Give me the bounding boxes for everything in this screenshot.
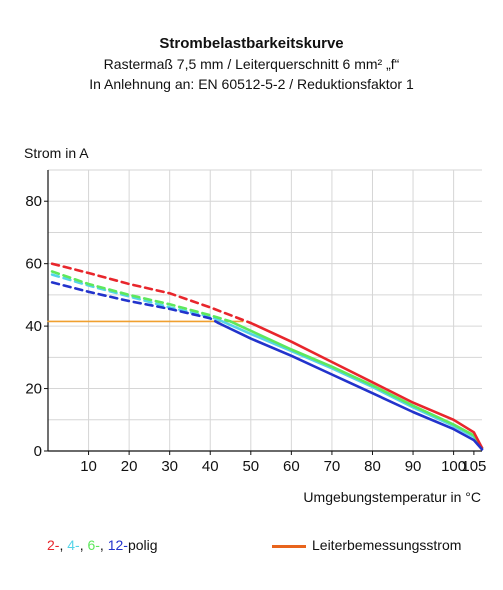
series-2-solid-line <box>249 321 484 450</box>
x-tick-label: 80 <box>364 458 381 475</box>
series-4-dashed-line <box>50 273 224 323</box>
legend-pole-12: 12- <box>107 537 128 553</box>
legend-pole-4: 4- <box>67 537 80 553</box>
x-tick-label: 10 <box>80 458 97 475</box>
legend-sep-3: , <box>99 537 108 553</box>
x-tick-label: 105 <box>461 458 486 475</box>
legend-polig: polig <box>127 537 158 553</box>
series-12-solid-line <box>217 321 484 451</box>
title-block: Strombelastbarkeitskurve Rastermaß 7,5 m… <box>0 34 503 94</box>
legend-pole-2: 2- <box>47 537 60 553</box>
x-tick-label: 20 <box>121 458 138 475</box>
y-tick-label: 20 <box>25 381 42 398</box>
series-2-dashed-line <box>50 262 253 325</box>
chart-subtitle-2: In Anlehnung an: EN 60512-5-2 / Reduktio… <box>89 76 414 92</box>
y-tick-label: 60 <box>25 256 42 273</box>
y-axis-label: Strom in A <box>24 145 89 161</box>
chart-title: Strombelastbarkeitskurve <box>159 35 344 52</box>
series-12-dashed-line <box>50 281 220 325</box>
legend-sep-2: , <box>79 537 88 553</box>
y-tick-label: 80 <box>25 193 42 210</box>
legend-rated-current-swatch <box>272 544 306 548</box>
legend-pole-6: 6- <box>87 537 100 553</box>
x-tick-label: 90 <box>405 458 422 475</box>
legend-rated-current-label: Leiterbemessungsstrom <box>312 537 462 553</box>
x-tick-label: 30 <box>161 458 178 475</box>
x-tick-label: 40 <box>202 458 219 475</box>
series-6-solid-line <box>229 320 484 450</box>
series-6-dashed-line <box>50 270 232 323</box>
series-4-solid-line <box>221 320 484 450</box>
x-tick-label: 70 <box>324 458 341 475</box>
legend-poles: 2-, 4-, 6-, 12-polig <box>47 537 158 553</box>
y-tick-label: 40 <box>25 318 42 335</box>
x-tick-label: 100 <box>441 458 466 475</box>
y-tick-label: 0 <box>34 443 42 460</box>
legend-sep-1: , <box>59 537 68 553</box>
x-tick-label: 60 <box>283 458 300 475</box>
x-tick-label: 50 <box>242 458 259 475</box>
x-axis-label: Umgebungstemperatur in °C <box>303 489 481 505</box>
legend-rated-current: Leiterbemessungsstrom <box>272 537 461 553</box>
chart-subtitle-1: Rastermaß 7,5 mm / Leiterquerschnitt 6 m… <box>103 56 400 72</box>
